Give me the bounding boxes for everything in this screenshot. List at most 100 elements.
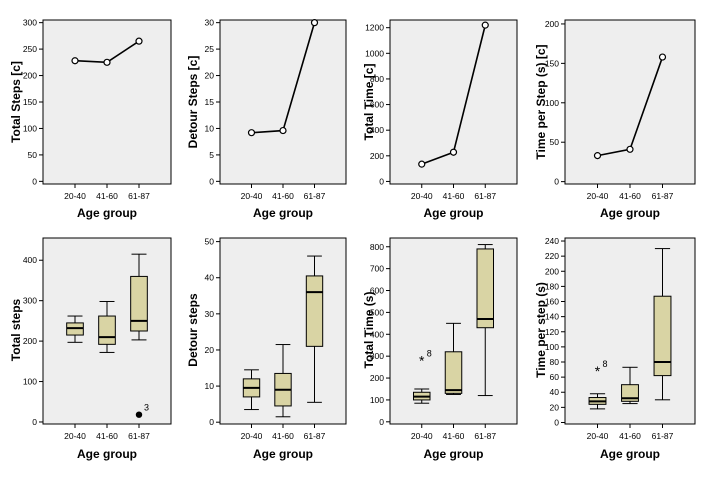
y-tick-label: 0	[554, 417, 559, 427]
y-tick-label: 50	[205, 237, 215, 247]
box-iqr	[98, 315, 116, 345]
y-tick-label: 0	[379, 176, 384, 186]
x-tick-label: 61-87	[652, 431, 674, 441]
panel-7: 0 100 200 300 400 500 600 700 800 20-40 41-60 61-87…	[362, 237, 518, 461]
y-tick-label: 0	[379, 417, 384, 427]
box-61-87	[653, 248, 672, 401]
x-axis-title: Age group	[424, 447, 484, 461]
y-tick-label: 1200	[365, 23, 384, 33]
panel-8: 0 20 40 60 80 100 120 140 160 180 200 220 240 20-40 41…	[534, 236, 696, 461]
y-tick-label: 200	[545, 19, 559, 29]
data-point	[418, 160, 426, 168]
data-point	[626, 145, 634, 153]
box-41-60	[274, 344, 292, 418]
x-tick-label: 61-87	[304, 191, 326, 201]
y-tick-label: 30	[205, 309, 215, 319]
x-tick-label: 61-87	[474, 191, 496, 201]
y-tick-label: 140	[545, 312, 559, 322]
y-tick-label: 300	[23, 18, 37, 28]
y-tick-label: 0	[554, 177, 559, 187]
box-iqr	[130, 275, 148, 332]
y-tick-label: 800	[370, 74, 384, 84]
x-tick-label: 61-87	[128, 191, 150, 201]
x-tick-label: 41-60	[272, 431, 294, 441]
y-tick-label: 150	[545, 58, 559, 68]
data-point	[135, 37, 143, 45]
y-tick-label: 10	[205, 381, 215, 391]
y-tick-label: 0	[209, 417, 214, 427]
y-tick-label: 200	[370, 151, 384, 161]
y-tick-label: 40	[550, 387, 560, 397]
plot-area	[219, 19, 347, 185]
x-axis-title: Age group	[253, 447, 313, 461]
y-tick-label: 200	[545, 266, 559, 276]
data-point	[103, 58, 111, 66]
y-tick-label: 160	[545, 297, 559, 307]
y-tick-label: 10	[205, 123, 215, 133]
x-tick-label: 20-40	[241, 191, 263, 201]
y-tick-label: 20	[550, 402, 560, 412]
x-tick-label: 61-87	[128, 431, 150, 441]
y-axis-title: Detour steps	[186, 293, 200, 367]
x-axis-title: Age group	[77, 206, 137, 220]
y-tick-label: 200	[23, 71, 37, 81]
x-tick-label: 41-60	[96, 431, 118, 441]
outlier-label: 8	[603, 359, 608, 369]
plot-area	[564, 19, 696, 185]
panel-5: 0 100 200 300 400 20-40 41-60 61-87 Age group Tot…	[9, 237, 172, 461]
outlier-label: 3	[144, 403, 149, 413]
y-tick-label: 400	[370, 125, 384, 135]
x-tick-label: 61-87	[304, 431, 326, 441]
x-tick-label: 20-40	[241, 431, 263, 441]
panel-1: 0 50 100 150 200 250 300 20-40 41-60 61-87 Age gro…	[9, 18, 172, 220]
box-61-87	[130, 253, 148, 341]
y-tick-label: 100	[23, 123, 37, 133]
x-tick-label: 20-40	[411, 191, 433, 201]
box-iqr	[444, 351, 463, 394]
y-tick-label: 25	[205, 44, 215, 54]
x-tick-label: 20-40	[411, 431, 433, 441]
x-tick-label: 61-87	[652, 191, 674, 201]
y-tick-label: 50	[28, 150, 38, 160]
y-tick-label: 0	[32, 176, 37, 186]
y-tick-label: 30	[205, 18, 215, 28]
box-41-60	[98, 300, 116, 353]
panel-2: 0 5 10 15 20 25 30 20-40 41-60 61-87 Age group Deto…	[186, 18, 347, 220]
x-axis-title: Age group	[253, 206, 313, 220]
y-tick-label: 120	[545, 327, 559, 337]
y-tick-label: 100	[23, 377, 37, 387]
panel-6: 0 10 20 30 40 50 20-40 41-60 61-87 Age group Detou…	[186, 237, 347, 461]
y-tick-label: 220	[545, 251, 559, 261]
y-tick-label: 800	[370, 242, 384, 252]
y-tick-label: 700	[370, 264, 384, 274]
y-tick-label: 150	[23, 97, 37, 107]
y-tick-label: 300	[370, 351, 384, 361]
x-tick-label: 20-40	[587, 431, 609, 441]
y-tick-label: 50	[550, 137, 560, 147]
box-iqr	[653, 295, 672, 377]
y-tick-label: 5	[209, 150, 214, 160]
plot-area	[389, 19, 518, 185]
y-tick-label: 400	[23, 255, 37, 265]
x-tick-label: 41-60	[619, 431, 641, 441]
y-tick-label: 20	[205, 71, 215, 81]
x-axis-title: Age group	[77, 447, 137, 461]
y-axis-title: Total Time [c]	[362, 64, 376, 141]
box-41-60	[621, 366, 639, 405]
y-axis-title: Time per step (s)	[534, 282, 548, 378]
y-tick-label: 250	[23, 44, 37, 54]
y-axis-title: Total Steps [c]	[9, 61, 23, 143]
x-tick-label: 41-60	[272, 191, 294, 201]
data-point	[71, 57, 79, 65]
data-point	[279, 126, 287, 135]
x-tick-label: 20-40	[64, 191, 86, 201]
plot-area	[42, 19, 172, 185]
y-tick-label: 1000	[365, 48, 384, 58]
outlier-marker: *	[419, 353, 425, 369]
y-axis-title: Total Time (s)	[362, 292, 376, 369]
box-iqr	[621, 384, 639, 402]
box-iqr	[476, 248, 495, 329]
y-tick-label: 80	[550, 357, 560, 367]
y-axis-title: Detour Steps [c]	[186, 56, 200, 149]
